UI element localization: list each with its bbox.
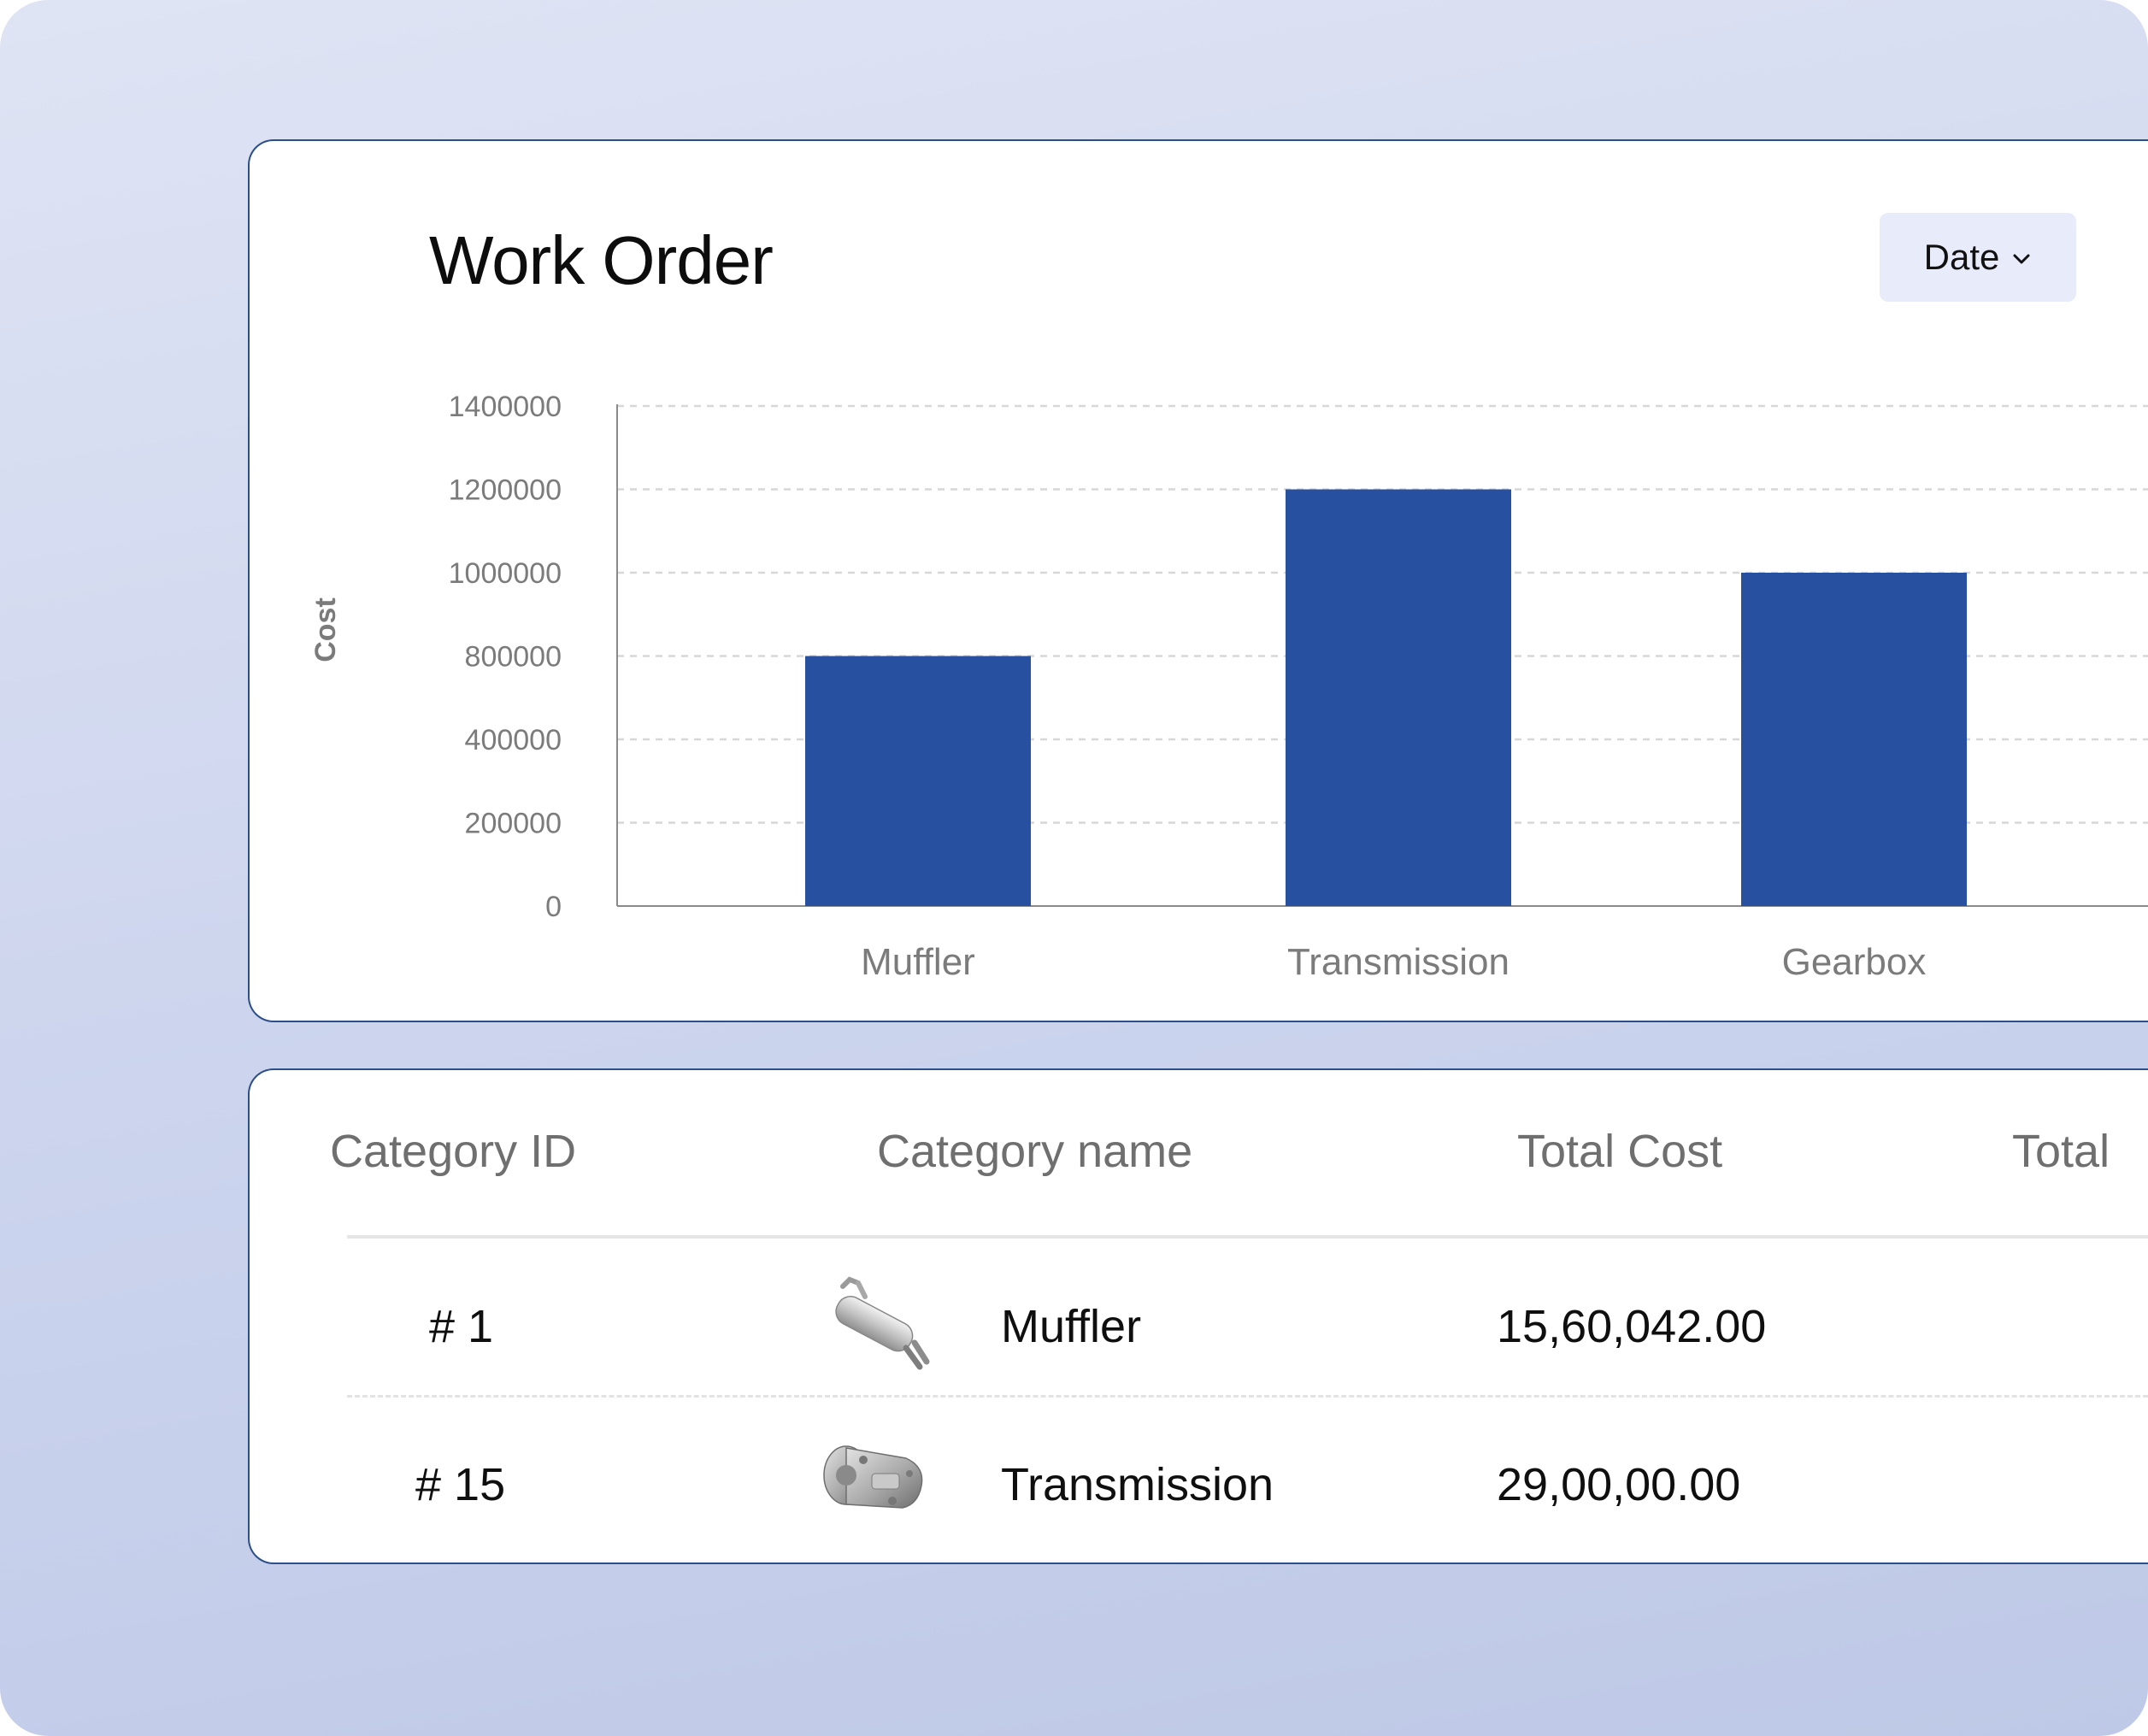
bar-muffler[interactable]	[805, 656, 1031, 907]
y-tick-label: 1200000	[449, 474, 562, 507]
header-divider	[347, 1235, 2148, 1239]
muffler-image	[835, 1276, 930, 1370]
column-header-category-name: Category name	[877, 1126, 1193, 1177]
x-category-label: Muffler	[861, 941, 975, 983]
bar-gearbox[interactable]	[1741, 573, 1967, 906]
bar-transmission[interactable]	[1286, 489, 1511, 907]
column-header-category-id: Category ID	[330, 1126, 577, 1177]
category-id-cell: # 1	[429, 1301, 494, 1352]
table-row[interactable]: # 1 Muffler 15,60,042.00	[250, 1261, 2148, 1389]
y-tick-label: 400000	[465, 724, 562, 756]
y-tick-label: 800000	[465, 641, 562, 674]
work-order-chart-card: Work Order Date 0 200000 400000 800000 10000…	[248, 139, 2148, 1022]
chevron-down-icon	[2013, 254, 2030, 264]
y-tick-label: 200000	[465, 808, 562, 840]
row-divider	[347, 1395, 2148, 1398]
total-cost-cell: 15,60,042.00	[1497, 1301, 1767, 1352]
category-name-cell: Muffler	[1001, 1301, 1142, 1352]
y-tick-label: 1400000	[449, 391, 562, 423]
table-row[interactable]: # 15 Transmission 29,00,00.00	[250, 1421, 2148, 1549]
y-tick-label: 0	[545, 891, 562, 923]
y-axis-title: Cost	[309, 597, 342, 662]
x-category-label: Gearbox	[1782, 941, 1927, 983]
category-table-card: Category ID Category name Total Cost Tot…	[248, 1068, 2148, 1564]
category-name-cell: Transmission	[1001, 1459, 1274, 1510]
page-title: Work Order	[429, 222, 774, 298]
date-filter-dropdown[interactable]: Date	[1880, 213, 2076, 302]
transmission-image	[823, 1445, 923, 1509]
column-header-total: Total	[2012, 1126, 2110, 1177]
x-category-label: Transmission	[1287, 941, 1509, 983]
date-filter-label: Date	[1923, 237, 2000, 277]
category-id-cell: # 15	[415, 1459, 506, 1510]
y-tick-label: 1000000	[449, 557, 562, 590]
column-header-total-cost: Total Cost	[1517, 1126, 1723, 1177]
bar-chart: 0 200000 400000 800000 1000000 1200000 1400000…	[309, 391, 2148, 983]
total-cost-cell: 29,00,00.00	[1497, 1459, 1741, 1510]
